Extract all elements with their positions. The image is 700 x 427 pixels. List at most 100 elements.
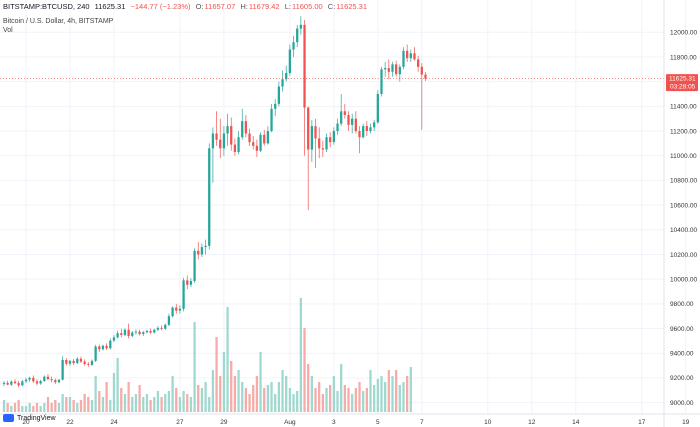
- close-label: C:: [327, 2, 336, 11]
- open-label: O:: [195, 2, 204, 11]
- candle-body: [204, 245, 207, 248]
- high-value: 11679.42: [248, 2, 280, 11]
- volume-bar: [68, 397, 72, 412]
- symbol-name[interactable]: BITSTAMP:BTCUSD, 240: [3, 2, 90, 11]
- volume-bars: [2, 298, 412, 412]
- time-tick-label: 24: [110, 419, 118, 426]
- candle-body: [123, 329, 127, 335]
- volume-bar: [175, 388, 178, 412]
- candle-body: [186, 280, 189, 285]
- volume-bar: [32, 406, 35, 412]
- candle-body: [134, 331, 138, 333]
- candle-body: [310, 126, 313, 150]
- candle-body: [50, 379, 53, 381]
- price-tick-label: 9200.00: [670, 375, 694, 382]
- volume-bar: [189, 397, 193, 412]
- candle-body: [90, 360, 94, 365]
- volume-indicator-label[interactable]: Vol: [3, 27, 13, 34]
- low-label: L:: [284, 2, 291, 11]
- candle-body: [222, 133, 226, 149]
- volume-bar: [325, 388, 328, 412]
- volume-bar: [167, 391, 171, 412]
- price-change: −144.77 (−1.23%): [130, 2, 191, 11]
- volume-bar: [255, 376, 259, 412]
- candle-body: [156, 327, 160, 330]
- candle-body: [160, 327, 163, 329]
- candle-body: [200, 247, 204, 255]
- candle-body: [274, 103, 277, 109]
- volume-bar: [105, 382, 108, 412]
- volume-bar: [72, 400, 75, 412]
- volume-bar: [281, 370, 284, 412]
- volume-bar: [376, 379, 379, 412]
- candle-body: [145, 331, 149, 333]
- volume-bar: [43, 403, 46, 412]
- high-label: H:: [240, 2, 248, 11]
- time-tick-label: 29: [220, 419, 228, 426]
- volume-bar: [17, 400, 20, 412]
- volume-bar: [87, 397, 90, 412]
- candle-body: [79, 358, 83, 362]
- last-price-value: 11625.31: [669, 75, 696, 82]
- candle-body: [296, 28, 299, 43]
- volume-bar: [46, 397, 50, 412]
- price-tick-label: 11400.00: [670, 104, 697, 111]
- volume-bar: [340, 364, 343, 412]
- candlesticks: [2, 16, 427, 388]
- volume-bar: [303, 328, 306, 412]
- candle-body: [252, 142, 255, 146]
- volume-bar: [127, 382, 130, 412]
- volume-bar: [241, 382, 244, 412]
- volume-bar: [332, 376, 335, 412]
- volume-bar: [380, 376, 383, 412]
- candle-body: [24, 379, 28, 382]
- volume-bar: [171, 376, 174, 412]
- volume-bar: [347, 388, 350, 412]
- price-tick-label: 9800.00: [670, 301, 694, 308]
- candle-body: [376, 94, 379, 123]
- time-tick-label: 7: [420, 419, 424, 426]
- candle-body: [259, 134, 262, 151]
- price-axis[interactable]: 12000.0011800.0011600.0011400.0011200.00…: [670, 30, 697, 407]
- volume-bar: [186, 394, 189, 412]
- volume-bar: [142, 397, 145, 412]
- candle-body: [32, 377, 35, 382]
- volume-bar: [244, 388, 248, 412]
- candle-body: [318, 138, 321, 149]
- candle-body: [65, 360, 68, 364]
- volume-bar: [343, 385, 346, 412]
- volume-bar: [61, 394, 64, 412]
- price-tick-label: 10200.00: [670, 252, 697, 259]
- time-tick-label: 12: [528, 419, 536, 426]
- volume-bar: [230, 361, 233, 412]
- volume-bar: [351, 394, 354, 412]
- tradingview-brand: TradingView: [17, 414, 56, 422]
- volume-bar: [409, 367, 412, 412]
- candle-body: [171, 307, 174, 317]
- chart-title: Bitcoin / U.S. Dollar, 4h, BITSTAMP: [3, 18, 114, 25]
- last-price: 11625.31: [94, 2, 126, 11]
- volume-bar: [398, 385, 401, 412]
- candle-body: [182, 280, 185, 309]
- volume-bar: [76, 403, 79, 412]
- candle-body: [109, 340, 112, 349]
- candle-body: [219, 139, 222, 149]
- tradingview-logo-icon: [3, 414, 14, 422]
- candle-body: [369, 127, 372, 132]
- volume-bar: [83, 394, 86, 412]
- candle-body: [28, 377, 31, 380]
- tradingview-logo[interactable]: TradingView: [3, 414, 56, 422]
- volume-bar: [288, 388, 292, 412]
- candle-body: [263, 134, 266, 144]
- candle-body: [270, 108, 273, 132]
- time-axis[interactable]: 20 22 24 27 29 Aug 3 5 7 10 12 14 17 19: [22, 419, 689, 426]
- time-tick-label: 19: [682, 419, 690, 426]
- candle-body: [2, 382, 6, 385]
- volume-bar: [402, 382, 405, 412]
- volume-bar: [318, 382, 321, 412]
- candle-body: [167, 316, 171, 325]
- candle-body: [105, 345, 108, 349]
- volume-bar: [211, 370, 215, 412]
- volume-bar: [395, 370, 398, 412]
